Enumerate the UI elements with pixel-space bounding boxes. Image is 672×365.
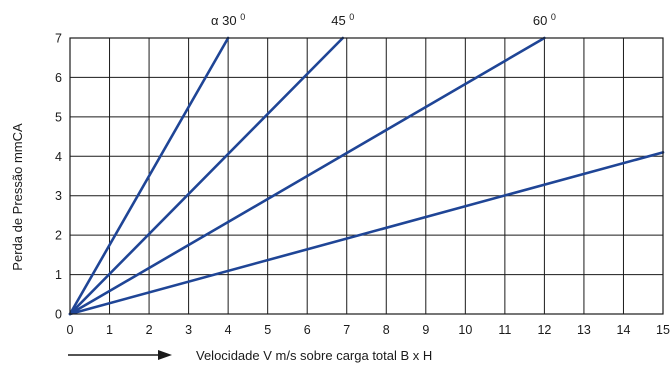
series-line — [68, 36, 230, 316]
series-line — [68, 151, 665, 316]
x-tick-label: 0 — [67, 323, 74, 337]
series-annotation: 45 0 — [331, 12, 354, 28]
chart-series — [68, 36, 665, 316]
y-tick-label: 3 — [55, 189, 62, 203]
y-tick-label: 7 — [55, 32, 62, 46]
x-tick-label: 6 — [304, 323, 311, 337]
y-tick-labels: 0 1 2 3 4 5 6 7 — [55, 32, 62, 322]
x-axis-arrow — [68, 350, 172, 360]
y-tick-label: 6 — [55, 71, 62, 85]
x-tick-label: 5 — [264, 323, 271, 337]
y-tick-label: 2 — [55, 229, 62, 243]
x-tick-label: 3 — [185, 323, 192, 337]
x-tick-label: 14 — [617, 323, 631, 337]
series-annotation: 60 0 — [533, 12, 556, 28]
x-tick-label: 7 — [343, 323, 350, 337]
series-annotation: α 30 0 — [211, 12, 245, 28]
x-tick-label: 15 — [656, 323, 670, 337]
x-tick-label: 9 — [422, 323, 429, 337]
x-tick-label: 13 — [577, 323, 591, 337]
x-tick-label: 11 — [498, 323, 511, 337]
x-tick-label: 8 — [383, 323, 390, 337]
y-tick-label: 1 — [55, 268, 62, 282]
x-tick-label: 12 — [537, 323, 551, 337]
x-tick-label: 1 — [106, 323, 113, 337]
y-axis-label: Perda de Pressão mmCA — [10, 123, 25, 271]
plot-frame — [69, 37, 664, 315]
x-tick-label: 2 — [146, 323, 153, 337]
x-tick-label: 10 — [458, 323, 472, 337]
x-tick-label: 4 — [225, 323, 232, 337]
x-axis-label: Velocidade V m/s sobre carga total B x H — [196, 348, 432, 363]
y-tick-label: 0 — [55, 308, 62, 322]
series-annotations: α 30 0 45 0 60 0 — [211, 12, 556, 28]
y-tick-label: 4 — [55, 150, 62, 164]
y-tick-label: 5 — [55, 110, 62, 124]
series-line — [68, 36, 546, 316]
series-line — [68, 36, 345, 316]
x-tick-labels: 0 1 2 3 4 5 6 7 8 9 10 11 12 13 14 15 — [67, 323, 670, 337]
